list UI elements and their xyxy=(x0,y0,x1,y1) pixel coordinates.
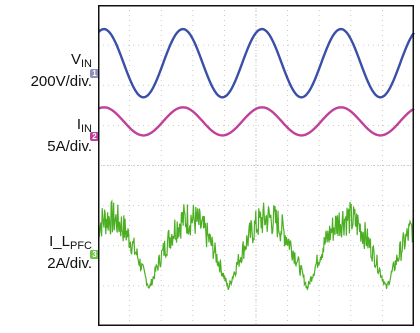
ch2-name: I xyxy=(76,116,81,133)
ch1-label: VIN 200V/div. xyxy=(31,51,92,90)
ch3-scale: 2A/div. xyxy=(47,255,92,272)
ch1-name: V xyxy=(70,51,81,68)
ch3-marker: 3 xyxy=(90,250,99,259)
ch1-scale: 200V/div. xyxy=(30,73,92,90)
ch3-name-sub: PFC xyxy=(70,240,92,252)
traces xyxy=(98,27,415,291)
grid xyxy=(98,5,414,326)
ch3-label: I_LPFC 2A/div. xyxy=(47,233,92,272)
oscilloscope-screen xyxy=(98,5,415,326)
ch2-marker: 2 xyxy=(90,132,99,141)
ch3-name: I_L xyxy=(49,233,70,250)
trace-ch2 xyxy=(98,106,415,137)
trace-ch1 xyxy=(98,27,415,99)
ch2-scale: 5A/div. xyxy=(47,138,92,155)
ch2-name-sub: IN xyxy=(81,123,92,135)
trace-ch3 xyxy=(98,199,415,291)
ch2-label: IIN 5A/div. xyxy=(47,116,92,155)
ch1-name-sub: IN xyxy=(81,58,92,70)
screen-frame xyxy=(98,5,414,326)
ch1-marker: 1 xyxy=(90,69,99,78)
